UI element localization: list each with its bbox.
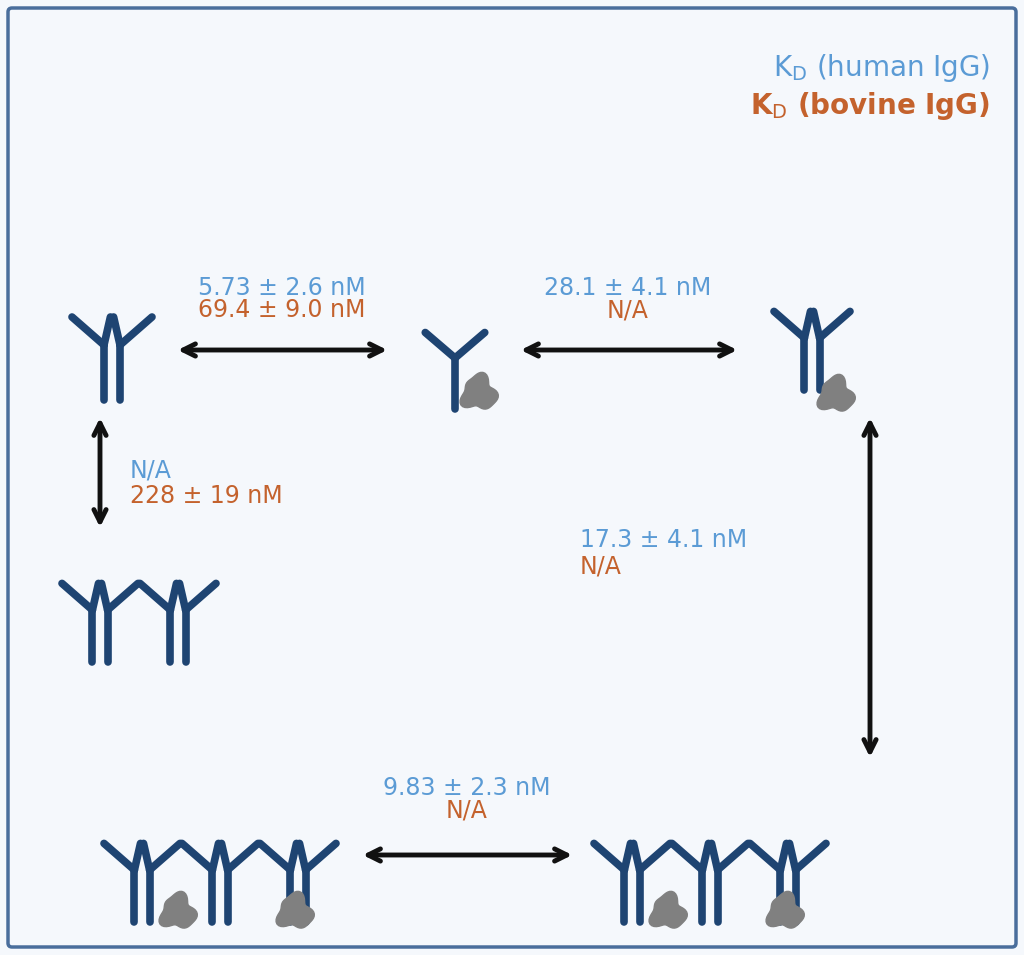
Polygon shape (817, 374, 855, 411)
Text: K$_\mathrm{D}$ (bovine IgG): K$_\mathrm{D}$ (bovine IgG) (750, 90, 990, 122)
Polygon shape (649, 891, 687, 928)
Text: 17.3 ± 4.1 nM: 17.3 ± 4.1 nM (580, 528, 748, 552)
Polygon shape (766, 891, 804, 928)
Polygon shape (276, 891, 314, 928)
Text: N/A: N/A (446, 798, 488, 822)
FancyBboxPatch shape (8, 8, 1016, 947)
Polygon shape (159, 891, 198, 928)
Text: N/A: N/A (607, 298, 649, 322)
Text: N/A: N/A (130, 458, 172, 482)
Text: 9.83 ± 2.3 nM: 9.83 ± 2.3 nM (383, 776, 551, 800)
Text: 69.4 ± 9.0 nM: 69.4 ± 9.0 nM (199, 298, 366, 322)
Polygon shape (460, 372, 499, 409)
Text: K$_\mathrm{D}$ (human IgG): K$_\mathrm{D}$ (human IgG) (773, 52, 990, 84)
Text: N/A: N/A (580, 554, 622, 578)
Text: 228 ± 19 nM: 228 ± 19 nM (130, 484, 283, 508)
Text: 5.73 ± 2.6 nM: 5.73 ± 2.6 nM (199, 276, 366, 300)
Text: 28.1 ± 4.1 nM: 28.1 ± 4.1 nM (545, 276, 712, 300)
